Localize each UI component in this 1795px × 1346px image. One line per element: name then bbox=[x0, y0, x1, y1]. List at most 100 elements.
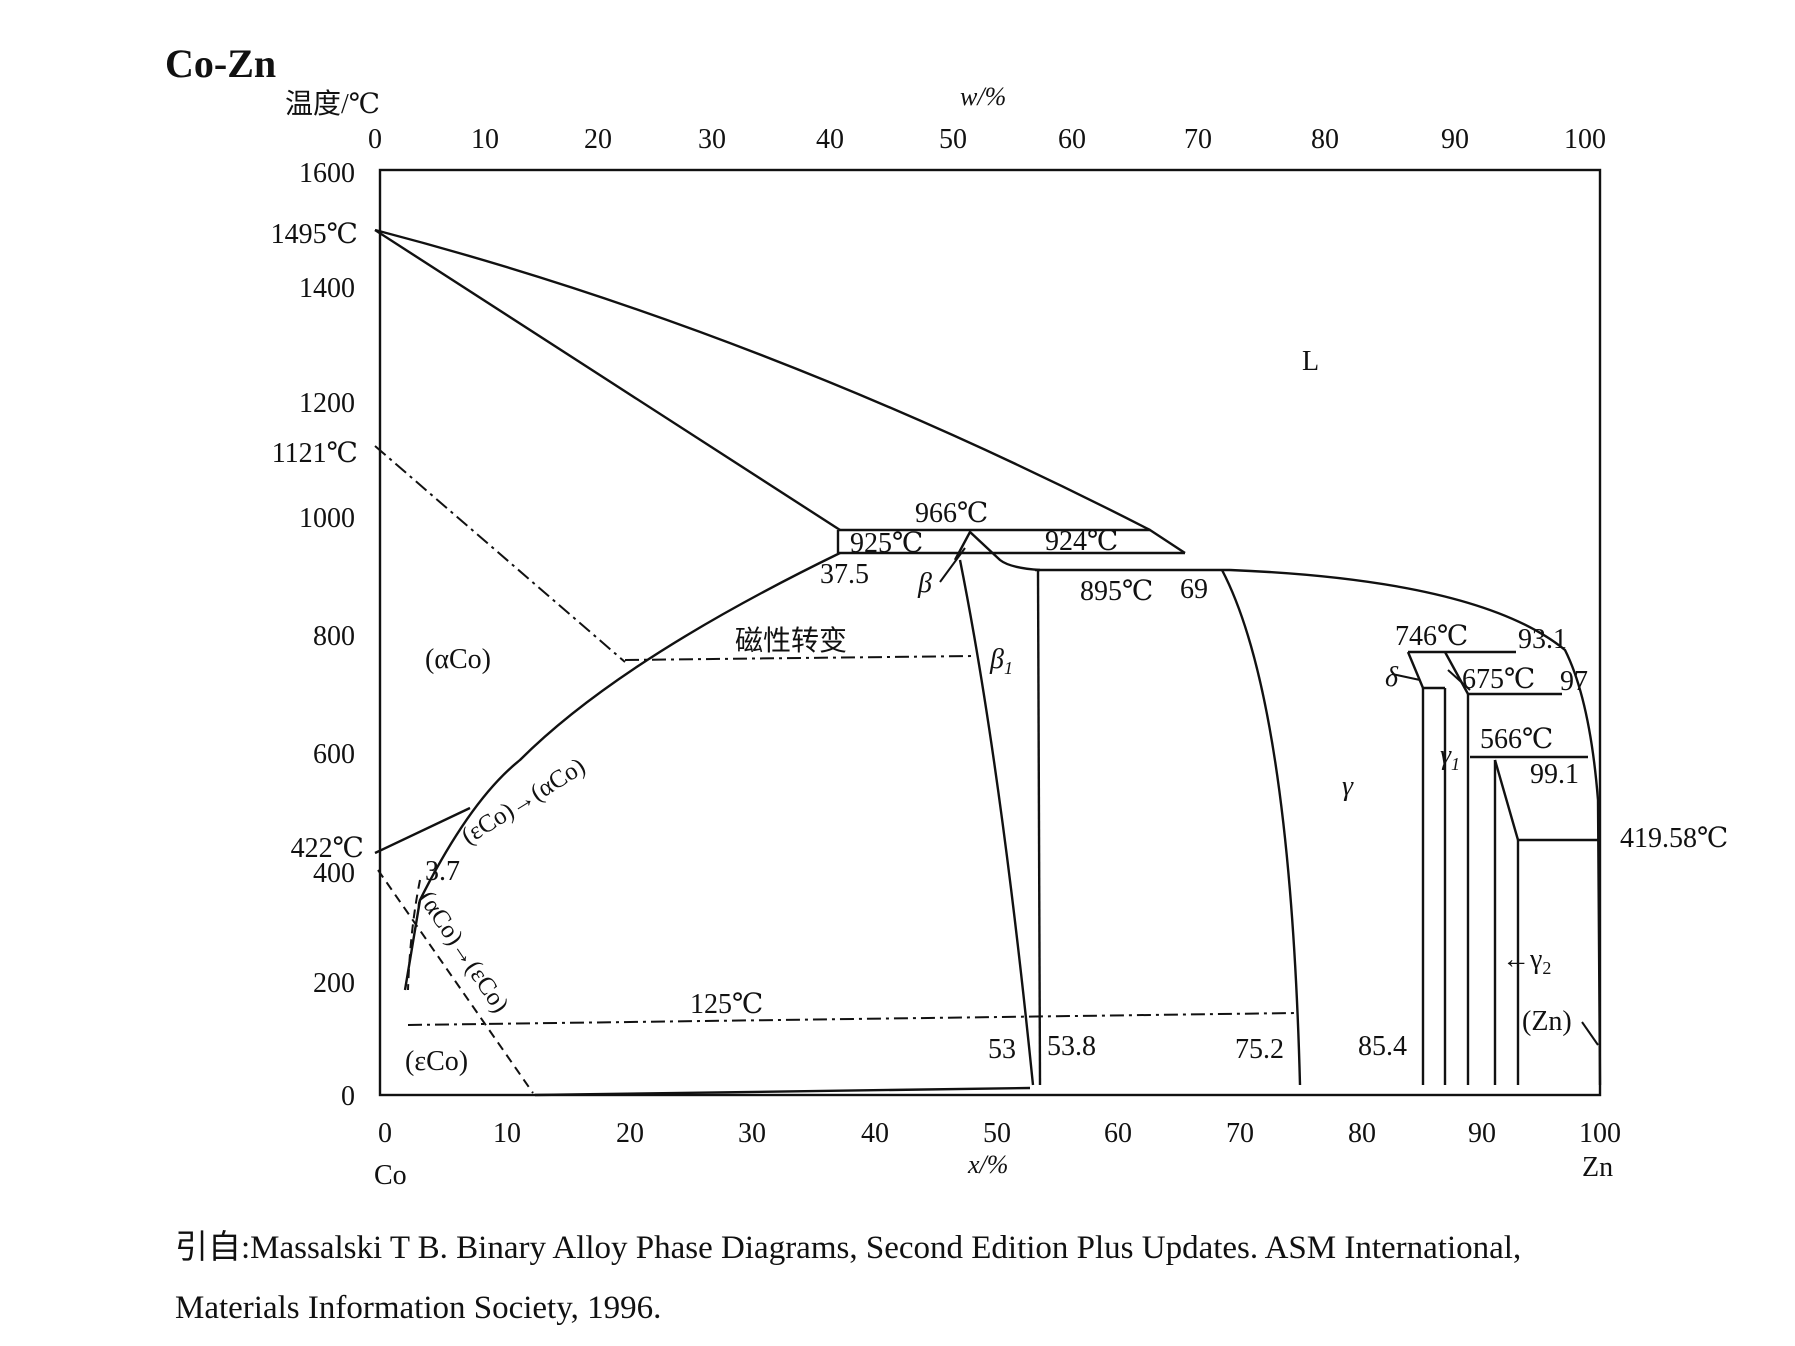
temp-419-58: 419.58℃ bbox=[1620, 823, 1728, 854]
delta-label: δ bbox=[1385, 662, 1399, 693]
magnetic-transition-line bbox=[624, 655, 976, 661]
x-tick: 80 bbox=[1348, 1118, 1376, 1149]
beta-peak bbox=[953, 530, 1041, 572]
beta1-label: β1 bbox=[989, 644, 1013, 678]
magnetic-transition-label: 磁性转变 bbox=[735, 625, 847, 657]
y-tick: 1000 bbox=[299, 503, 355, 534]
w-tick: 20 bbox=[584, 124, 612, 155]
baseline-hint bbox=[534, 1086, 1031, 1097]
x-tick: 40 bbox=[861, 1118, 889, 1149]
temp-746: 746℃ bbox=[1395, 621, 1468, 652]
alpha-to-eps-label: (αCo)→(εCo) bbox=[413, 886, 514, 1017]
w-tick: 50 bbox=[939, 124, 967, 155]
gamma2-subscript: 2 bbox=[1542, 958, 1551, 978]
gamma2-symbol: ←γ bbox=[1502, 944, 1542, 975]
comp-93-1: 93.1 bbox=[1518, 624, 1567, 655]
x-tick: 10 bbox=[493, 1118, 521, 1149]
martensite-line bbox=[377, 869, 534, 1094]
temp-125: 125℃ bbox=[690, 989, 763, 1020]
comp-85-4: 85.4 bbox=[1358, 1031, 1407, 1062]
gamma1-symbol: γ bbox=[1440, 740, 1452, 771]
top-axis-label: w/% bbox=[960, 82, 1007, 111]
y-tick: 400 bbox=[313, 858, 355, 889]
source-line-2: Materials Information Society, 1996. bbox=[175, 1290, 662, 1326]
x-tick: 0 bbox=[378, 1118, 392, 1149]
gamma1-label: γ1 bbox=[1440, 740, 1460, 774]
beta1-left bbox=[958, 559, 1035, 1086]
beta-arrow bbox=[939, 547, 966, 583]
w-tick: 40 bbox=[816, 124, 844, 155]
w-tick: 0 bbox=[368, 124, 382, 155]
x-tick: 30 bbox=[738, 1118, 766, 1149]
y-tick: 1400 bbox=[299, 273, 355, 304]
w-tick: 60 bbox=[1058, 124, 1086, 155]
temp-895: 895℃ bbox=[1080, 576, 1153, 607]
zn-arrow bbox=[1581, 1021, 1599, 1046]
temp-675: 675℃ bbox=[1462, 664, 1535, 695]
gamma1-subscript: 1 bbox=[1451, 754, 1460, 774]
w-tick: 80 bbox=[1311, 124, 1339, 155]
tc-line bbox=[374, 445, 626, 663]
alpha-co-label: (αCo) bbox=[425, 644, 491, 675]
x-tick: 20 bbox=[616, 1118, 644, 1149]
beta1-symbol: β bbox=[989, 644, 1004, 675]
comp-37-5: 37.5 bbox=[820, 559, 869, 590]
beta1-subscript: 1 bbox=[1004, 658, 1013, 678]
comp-53-8: 53.8 bbox=[1047, 1031, 1096, 1062]
beta-label: β bbox=[917, 568, 932, 599]
x-tick: 60 bbox=[1104, 1118, 1132, 1149]
alpha-dashed bbox=[407, 879, 421, 991]
solidus-alpha bbox=[374, 228, 841, 532]
w-tick: 30 bbox=[698, 124, 726, 155]
w-tick: 90 bbox=[1441, 124, 1469, 155]
x-tick: 50 bbox=[983, 1118, 1011, 1149]
y-tick: 1200 bbox=[299, 388, 355, 419]
gamma2-label: ←γ2 bbox=[1502, 944, 1551, 978]
comp-3-7: 3.7 bbox=[425, 856, 460, 887]
x-tick: 70 bbox=[1226, 1118, 1254, 1149]
delta-left bbox=[1406, 651, 1425, 689]
eps-alpha-boundary bbox=[374, 806, 471, 855]
y-tick: 800 bbox=[313, 621, 355, 652]
w-tick: 10 bbox=[471, 124, 499, 155]
liquid-region-label: L bbox=[1302, 346, 1319, 377]
bottom-axis-label: x/% bbox=[968, 1150, 1009, 1179]
x-tick: 90 bbox=[1468, 1118, 1496, 1149]
gamma-liquidus bbox=[1229, 568, 1602, 1086]
gamma1-top bbox=[1443, 651, 1470, 695]
temp-422: 422℃ bbox=[291, 833, 364, 864]
temp-566: 566℃ bbox=[1480, 724, 1553, 755]
beta1-right bbox=[1036, 569, 1042, 1086]
zinc-label: Zn bbox=[1582, 1152, 1614, 1183]
y-axis-label: 温度/℃ bbox=[285, 89, 381, 120]
temp-1121: 1121℃ bbox=[272, 438, 358, 469]
comp-97: 97 bbox=[1560, 666, 1588, 697]
eps-to-alpha-label: (εCo)→(αCo) bbox=[457, 753, 590, 850]
cobalt-label: Co bbox=[374, 1160, 407, 1191]
comp-99-1: 99.1 bbox=[1530, 759, 1579, 790]
liquidus-upper bbox=[374, 228, 1186, 555]
temp-966: 966℃ bbox=[915, 498, 988, 529]
delta-arrow bbox=[1391, 673, 1421, 681]
y-tick: 1600 bbox=[299, 158, 355, 189]
alpha-solvus bbox=[403, 551, 841, 991]
gamma2-slope bbox=[1493, 759, 1520, 841]
temp-924: 924℃ bbox=[1045, 526, 1118, 557]
diagram-title: Co-Zn bbox=[165, 41, 277, 86]
w-tick: 100 bbox=[1564, 124, 1606, 155]
gamma1-arrow bbox=[1447, 669, 1471, 691]
x-tick: 100 bbox=[1579, 1118, 1621, 1149]
y-tick: 600 bbox=[313, 739, 355, 770]
source-citation: 引自:Massalski T B. Binary Alloy Phase Dia… bbox=[175, 1218, 1775, 1338]
plot-frame bbox=[378, 168, 1602, 1097]
temp-925: 925℃ bbox=[850, 528, 923, 559]
gamma-label: γ bbox=[1342, 771, 1354, 802]
comp-69: 69 bbox=[1180, 574, 1208, 605]
line-125 bbox=[407, 1012, 1297, 1026]
zn-phase-label: (Zn) bbox=[1522, 1006, 1572, 1037]
source-line-1: 引自:Massalski T B. Binary Alloy Phase Dia… bbox=[175, 1230, 1522, 1266]
w-tick: 70 bbox=[1184, 124, 1212, 155]
comp-75-2: 75.2 bbox=[1235, 1034, 1284, 1065]
y-tick: 0 bbox=[341, 1081, 355, 1112]
